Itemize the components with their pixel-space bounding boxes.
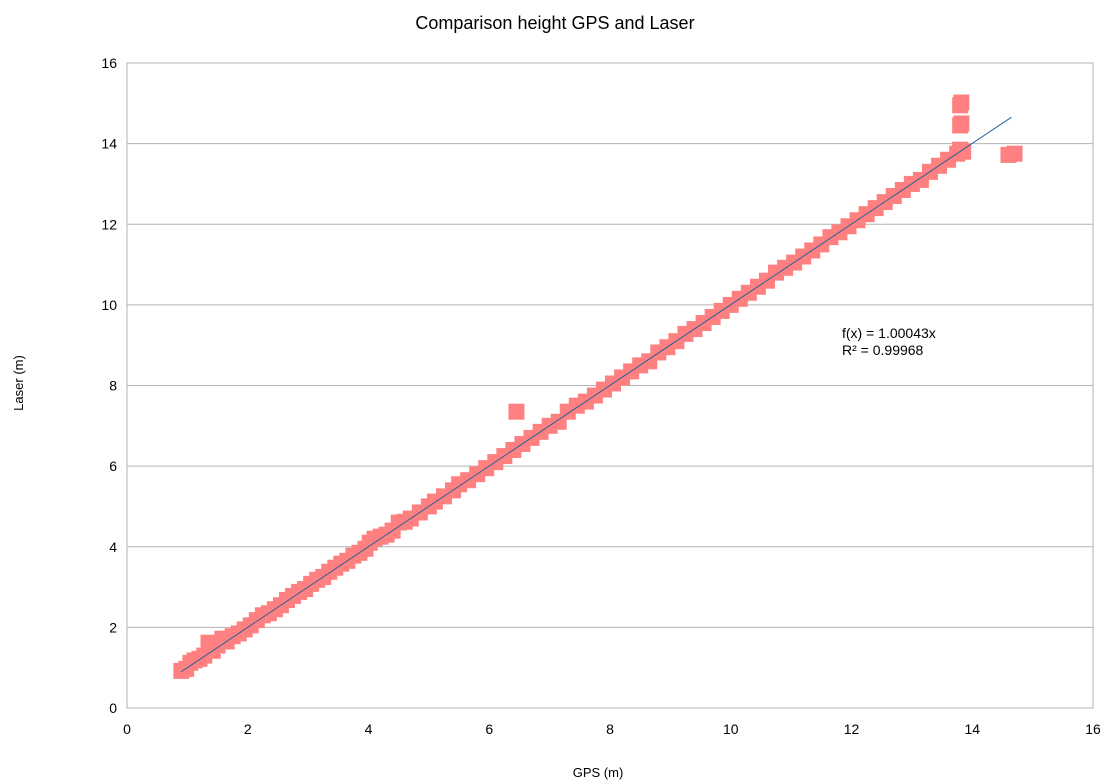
chart-title: Comparison height GPS and Laser — [415, 13, 694, 33]
y-tick-label: 8 — [109, 378, 117, 394]
trend-equation: f(x) = 1.00043x — [842, 325, 936, 341]
trend-r-squared: R² = 0.99968 — [842, 342, 924, 358]
data-points — [173, 94, 1023, 679]
x-tick-label: 0 — [123, 721, 131, 737]
data-point — [955, 143, 972, 160]
y-tick-label: 12 — [101, 216, 117, 232]
x-tick-label: 4 — [365, 721, 373, 737]
y-tick-label: 0 — [109, 700, 117, 716]
x-tick-label: 10 — [723, 721, 739, 737]
x-axis-label: GPS (m) — [573, 765, 624, 780]
y-axis-ticks: 0 2 4 6 8 10 12 14 16 — [101, 55, 117, 716]
x-tick-label: 16 — [1085, 721, 1101, 737]
y-tick-label: 14 — [101, 136, 117, 152]
y-tick-label: 6 — [109, 458, 117, 474]
x-tick-label: 2 — [244, 721, 252, 737]
x-axis-ticks: 0 2 4 6 8 10 12 14 16 — [123, 721, 1101, 737]
x-tick-label: 14 — [964, 721, 980, 737]
y-axis-label: Laser (m) — [11, 355, 26, 411]
data-point — [508, 403, 525, 420]
x-tick-label: 6 — [485, 721, 493, 737]
grid-lines — [127, 62, 1093, 628]
y-tick-label: 4 — [109, 539, 117, 555]
trend-line — [181, 116, 1012, 673]
data-point — [953, 94, 970, 111]
y-tick-label: 10 — [101, 297, 117, 313]
data-point — [953, 115, 970, 132]
data-point — [1006, 145, 1023, 162]
x-tick-label: 8 — [606, 721, 614, 737]
y-tick-label: 16 — [101, 55, 117, 71]
y-tick-label: 2 — [109, 619, 117, 635]
plot-frame — [126, 62, 1094, 709]
x-tick-label: 12 — [844, 721, 860, 737]
